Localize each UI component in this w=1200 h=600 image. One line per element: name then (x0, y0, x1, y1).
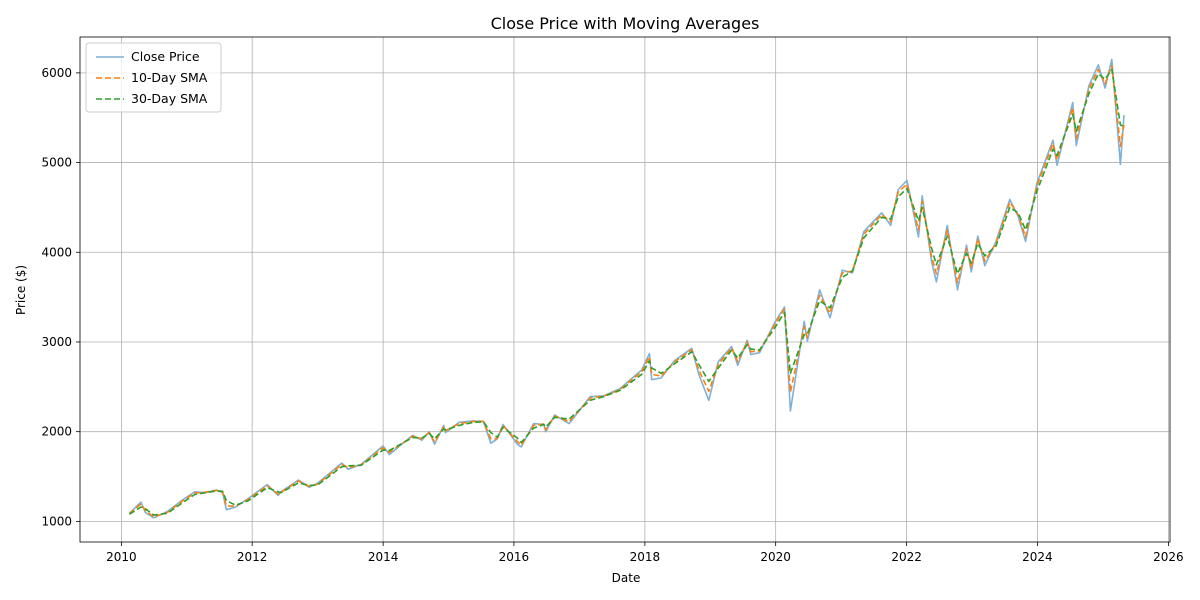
y-tick-label: 5000 (41, 156, 72, 170)
y-tick-label: 1000 (41, 514, 72, 528)
x-tick-label: 2020 (760, 550, 791, 564)
legend-label-10-day-sma: 10-Day SMA (131, 70, 208, 85)
x-tick-label: 2022 (891, 550, 922, 564)
legend-label-close-price: Close Price (131, 49, 200, 64)
legend-label-30-day-sma: 30-Day SMA (131, 91, 208, 106)
y-tick-label: 4000 (41, 245, 72, 259)
chart-title: Close Price with Moving Averages (491, 14, 760, 33)
y-tick-label: 6000 (41, 66, 72, 80)
sma-30-day-line (128, 68, 1125, 516)
x-tick-label: 2012 (237, 550, 268, 564)
x-tick-label: 2010 (106, 550, 137, 564)
legend: Close Price 10-Day SMA 30-Day SMA (85, 42, 222, 113)
x-tick-label: 2014 (368, 550, 399, 564)
grid-lines (80, 37, 1170, 542)
plot-frame (79, 36, 1171, 543)
x-tick-label: 2018 (630, 550, 661, 564)
x-axis-title: Date (612, 571, 641, 585)
x-tick-label: 2024 (1022, 550, 1053, 564)
y-tick-label: 2000 (41, 425, 72, 439)
x-tick-label: 2016 (499, 550, 530, 564)
series-layer (128, 58, 1125, 519)
legend-box (85, 42, 222, 113)
y-axis-title: Price ($) (14, 265, 28, 315)
y-tick-label: 3000 (41, 335, 72, 349)
x-tick-label: 2026 (1153, 550, 1184, 564)
axis-ticks: 2010 2012 2014 2016 2018 2020 2022 2024 2026 1000… (41, 66, 1183, 564)
